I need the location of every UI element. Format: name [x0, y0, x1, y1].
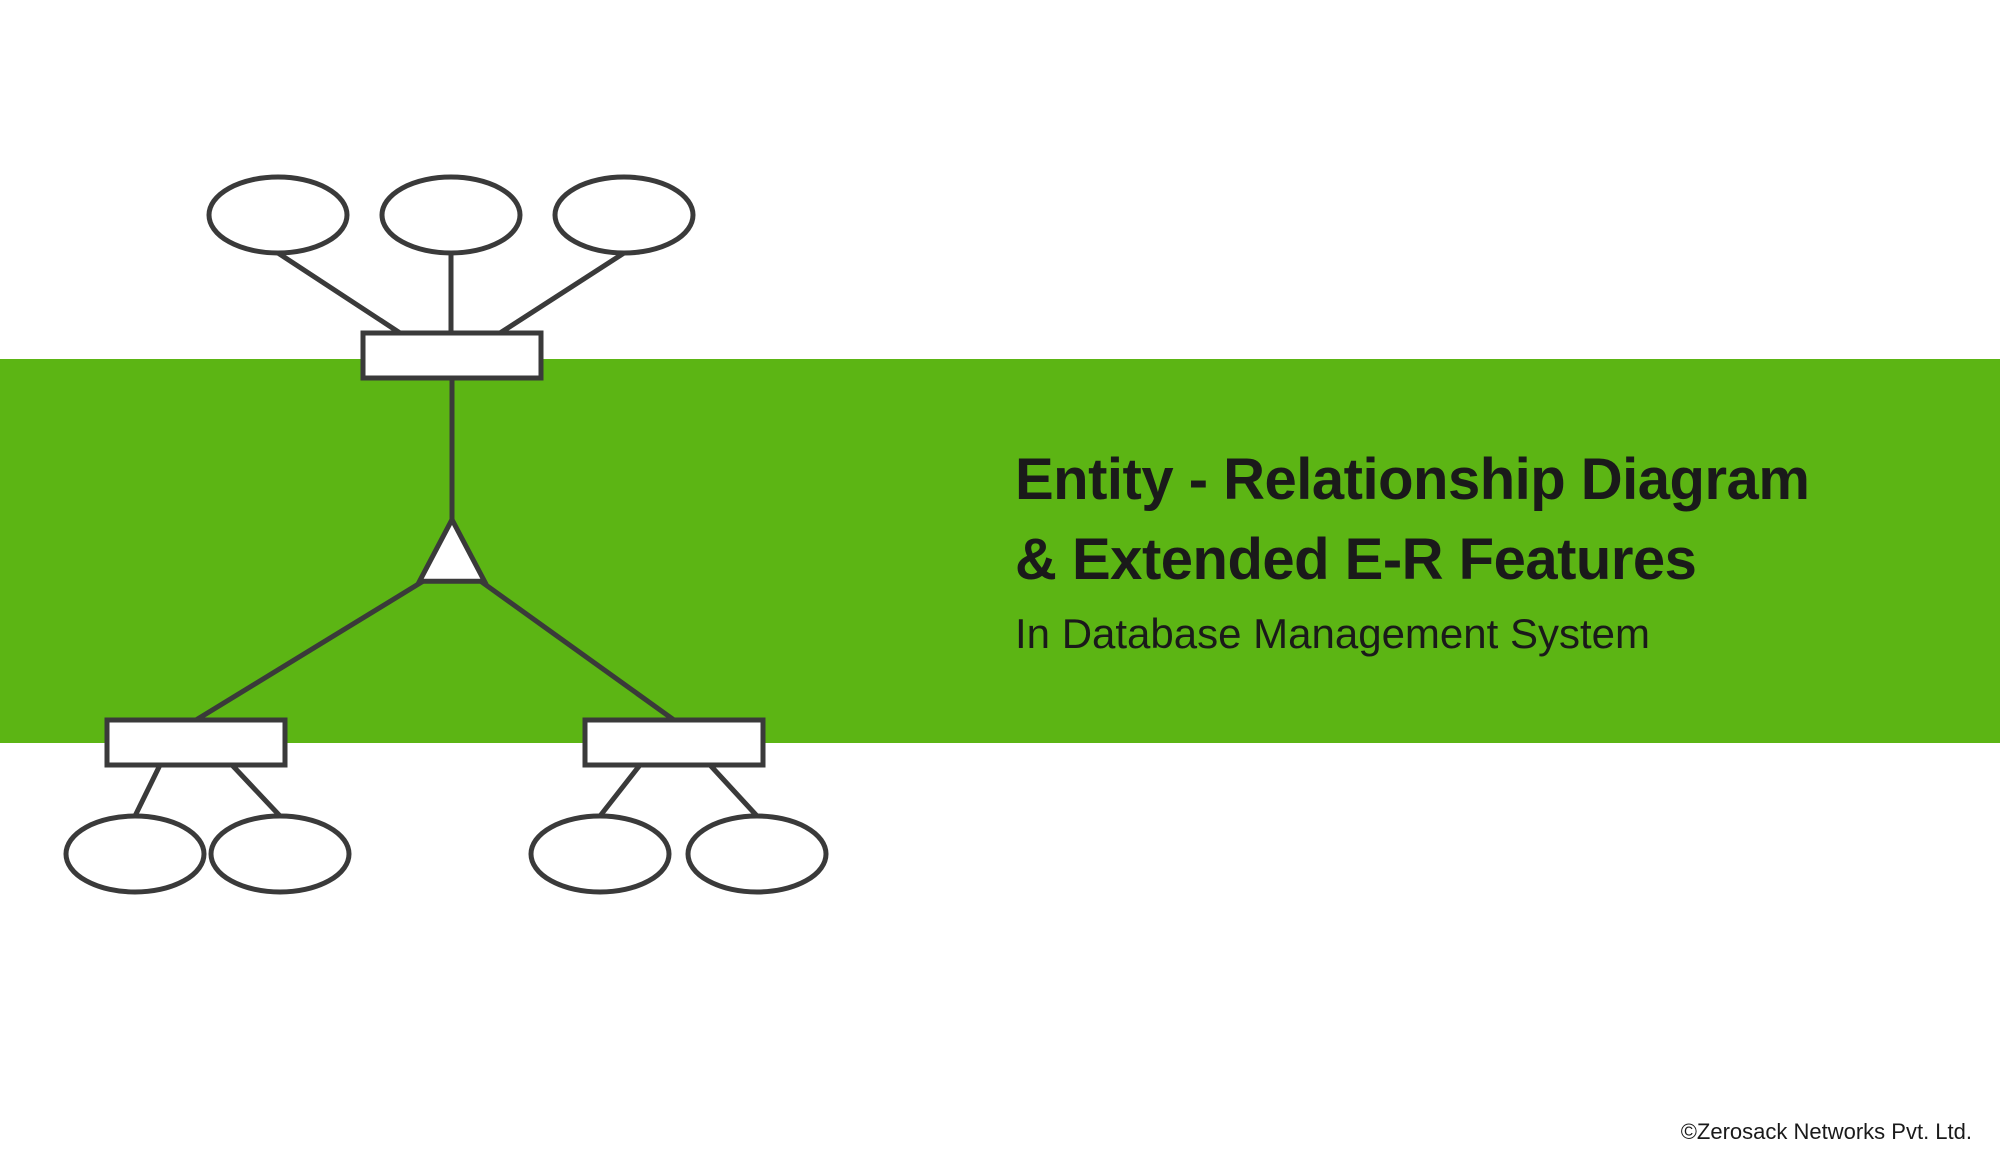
title-line-1: Entity - Relationship Diagram [1015, 440, 1809, 520]
copyright: ©Zerosack Networks Pvt. Ltd. [1681, 1119, 1972, 1145]
title-line-2: & Extended E-R Features [1015, 520, 1809, 600]
subtitle: In Database Management System [1015, 610, 1809, 658]
title-block: Entity - Relationship Diagram & Extended… [1015, 440, 1809, 658]
